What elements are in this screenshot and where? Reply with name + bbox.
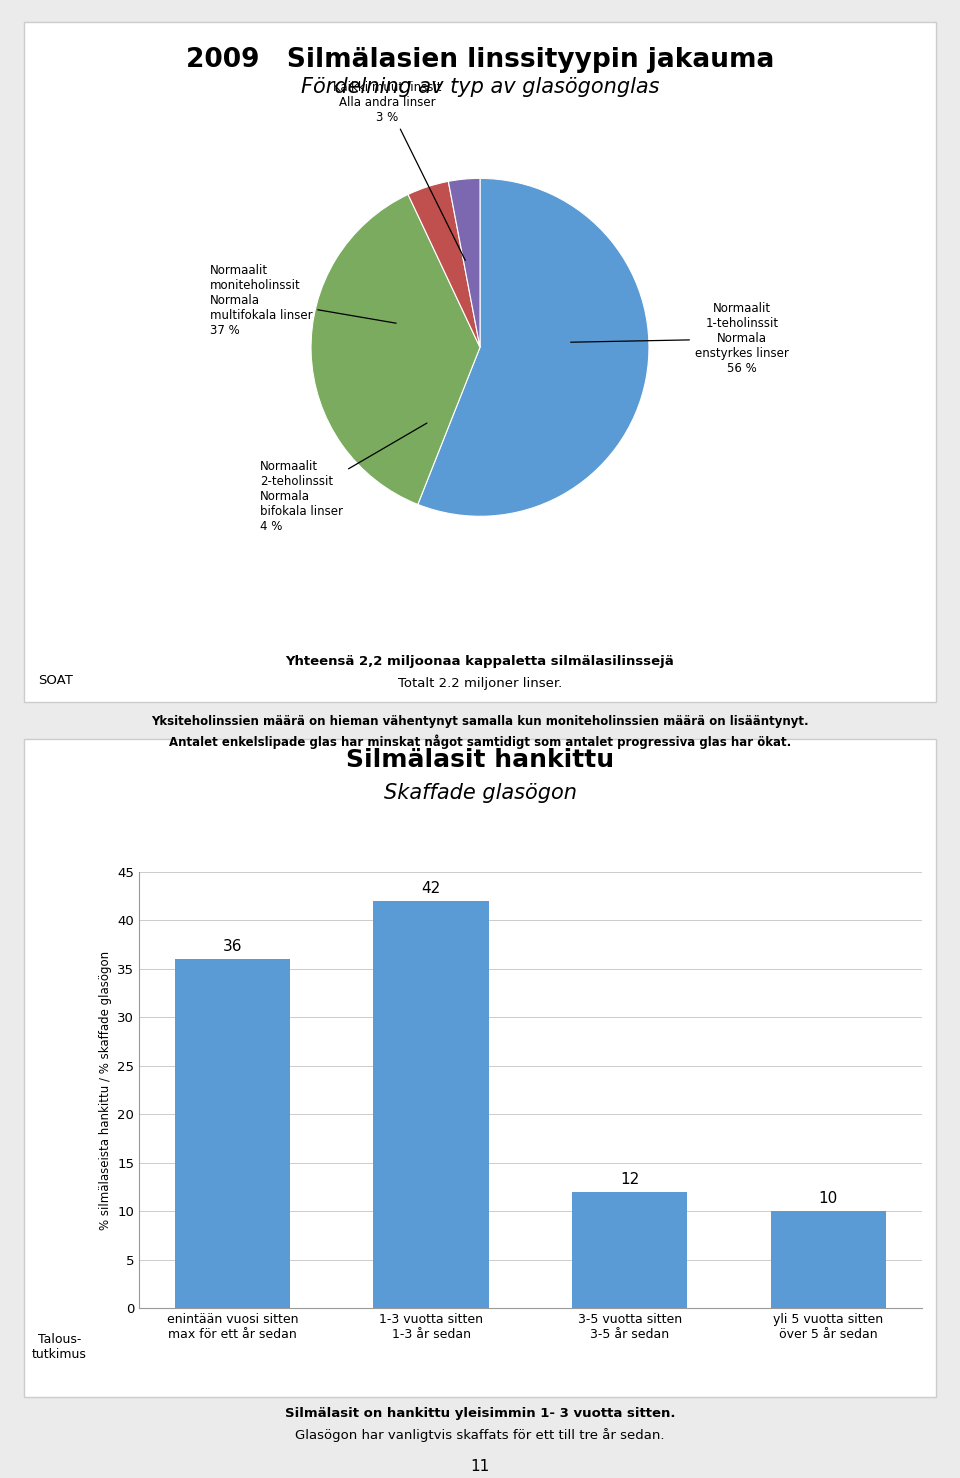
Wedge shape xyxy=(408,182,480,347)
Bar xyxy=(373,902,489,1308)
Text: 10: 10 xyxy=(819,1191,838,1206)
Text: Silmälasit on hankittu yleisimmin 1- 3 vuotta sitten.: Silmälasit on hankittu yleisimmin 1- 3 v… xyxy=(285,1407,675,1420)
Text: SOAT: SOAT xyxy=(38,674,73,687)
Text: Silmälasit hankittu: Silmälasit hankittu xyxy=(346,748,614,772)
Text: 11: 11 xyxy=(470,1459,490,1474)
Text: 2009   Silmälasien linssityypin jakauma: 2009 Silmälasien linssityypin jakauma xyxy=(186,47,774,74)
Bar xyxy=(572,1191,687,1308)
Text: Yhteensä 2,2 miljoonaa kappaletta silmälasilinssejä: Yhteensä 2,2 miljoonaa kappaletta silmäl… xyxy=(286,655,674,668)
Text: Yksiteholinssien määrä on hieman vähentynyt samalla kun moniteholinssien määrä o: Yksiteholinssien määrä on hieman vähenty… xyxy=(151,715,809,729)
Y-axis label: % silmälaseista hankittu / % skaffade glasögon: % silmälaseista hankittu / % skaffade gl… xyxy=(99,950,111,1230)
Text: Fördelning av typ av glasögonglas: Fördelning av typ av glasögonglas xyxy=(300,77,660,98)
Bar xyxy=(771,1210,886,1308)
Text: Talous-
tutkimus: Talous- tutkimus xyxy=(32,1333,87,1361)
Text: 42: 42 xyxy=(421,881,441,896)
Text: Glasögon har vanligtvis skaffats för ett till tre år sedan.: Glasögon har vanligtvis skaffats för ett… xyxy=(296,1428,664,1441)
Bar xyxy=(24,739,936,1397)
Text: Normaalit
2-teholinssit
Normala
bifokala linser
4 %: Normaalit 2-teholinssit Normala bifokala… xyxy=(260,423,427,532)
Text: Normaalit
1-teholinssit
Normala
enstyrkes linser
56 %: Normaalit 1-teholinssit Normala enstyrke… xyxy=(570,303,789,375)
Bar xyxy=(175,959,290,1308)
Wedge shape xyxy=(418,179,649,516)
Text: 12: 12 xyxy=(620,1172,639,1187)
Wedge shape xyxy=(448,179,480,347)
Text: Kaikki muut linssit
Alla andra linser
3 %: Kaikki muut linssit Alla andra linser 3 … xyxy=(333,81,466,260)
Text: Skaffade glasögon: Skaffade glasögon xyxy=(383,783,577,804)
Wedge shape xyxy=(311,195,480,504)
Text: Totalt 2.2 miljoner linser.: Totalt 2.2 miljoner linser. xyxy=(397,677,563,690)
Text: Antalet enkelslipade glas har minskat något samtidigt som antalet progressiva gl: Antalet enkelslipade glas har minskat nå… xyxy=(169,735,791,749)
Text: Normaalit
moniteholinssit
Normala
multifokala linser
37 %: Normaalit moniteholinssit Normala multif… xyxy=(209,263,396,337)
Bar xyxy=(24,22,936,702)
Text: 36: 36 xyxy=(223,940,242,955)
